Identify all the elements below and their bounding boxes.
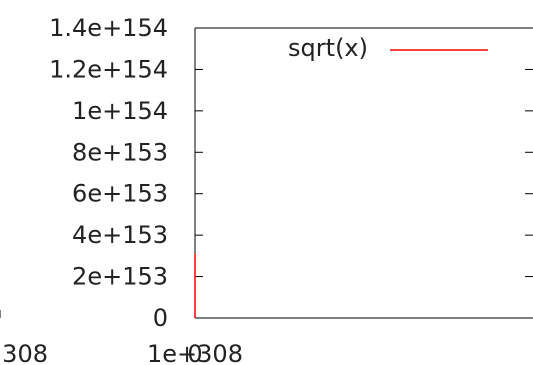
- plot-frame: [194, 27, 533, 319]
- x-tick-label: 0: [187, 340, 202, 365]
- y-tick-label: 1.4e+154: [49, 14, 168, 42]
- y-axis-ticks: 0 2e+153 4e+153 6e+153 8e+153 1e+154 1.2e+154 1…: [49, 14, 533, 332]
- y-tick-label: 2e+153: [72, 263, 168, 291]
- y-tick-label: 6e+153: [72, 180, 168, 208]
- y-tick-label: 1e+154: [72, 97, 168, 125]
- x-tick-label: 1e+308: [147, 340, 243, 365]
- y-tick-label: 0: [153, 304, 168, 332]
- x-axis-ticks: 1e+30801e+308: [0, 310, 243, 365]
- x-tick-label: 1e+308: [0, 340, 48, 365]
- y-tick-label: 4e+153: [72, 221, 168, 249]
- legend: sqrt(x): [288, 34, 488, 62]
- legend-label: sqrt(x): [288, 34, 368, 62]
- y-tick-label: 8e+153: [72, 138, 168, 166]
- y-tick-label: 1.2e+154: [49, 55, 168, 83]
